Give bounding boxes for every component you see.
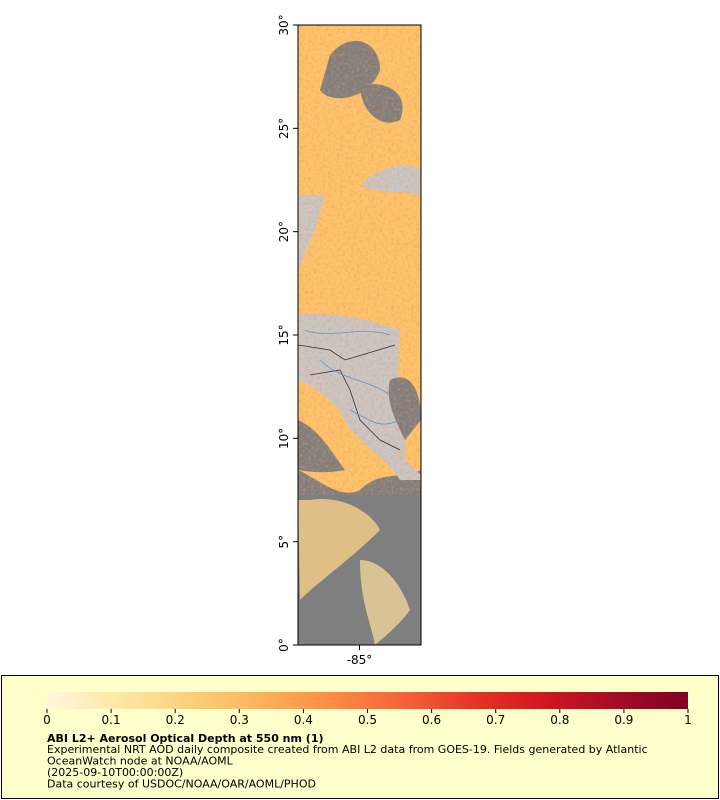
colorbar-title: ABI L2+ Aerosol Optical Depth at 550 nm … (47, 732, 324, 745)
x-tick-label: -85° (347, 653, 373, 667)
caption-line: Experimental NRT AOD daily composite cre… (47, 743, 648, 756)
y-tick-label: 20° (277, 221, 291, 242)
y-tick-label: 0° (277, 638, 291, 652)
colorbar-tick-label: 0.4 (294, 713, 313, 727)
colorbar-tick-label: 1 (684, 713, 692, 727)
colorbar-tick-label: 0.9 (614, 713, 633, 727)
y-tick-label: 5° (277, 535, 291, 549)
colorbar (47, 692, 688, 709)
colorbar-tick-label: 0.8 (550, 713, 569, 727)
caption-line: (2025-09-10T00:00:00Z) (47, 766, 183, 779)
colorbar-tick-label: 0.7 (486, 713, 505, 727)
caption-line: OceanWatch node at NOAA/AOML (47, 755, 234, 768)
y-tick-label: 25° (277, 118, 291, 139)
colorbar-tick-label: 0.1 (102, 713, 121, 727)
colorbar-tick-label: 0.5 (358, 713, 377, 727)
colorbar-tick-label: 0.3 (230, 713, 249, 727)
y-tick-label: 30° (277, 14, 291, 35)
map-image (298, 25, 421, 645)
caption-line: Data courtesy of USDOC/NOAA/OAR/AOML/PHO… (47, 778, 316, 791)
y-tick-label: 15° (277, 324, 291, 345)
colorbar-tick-label: 0.6 (422, 713, 441, 727)
y-tick-label: 10° (277, 428, 291, 449)
colorbar-tick-label: 0.2 (166, 713, 185, 727)
colorbar-tick-label: 0 (43, 713, 51, 727)
